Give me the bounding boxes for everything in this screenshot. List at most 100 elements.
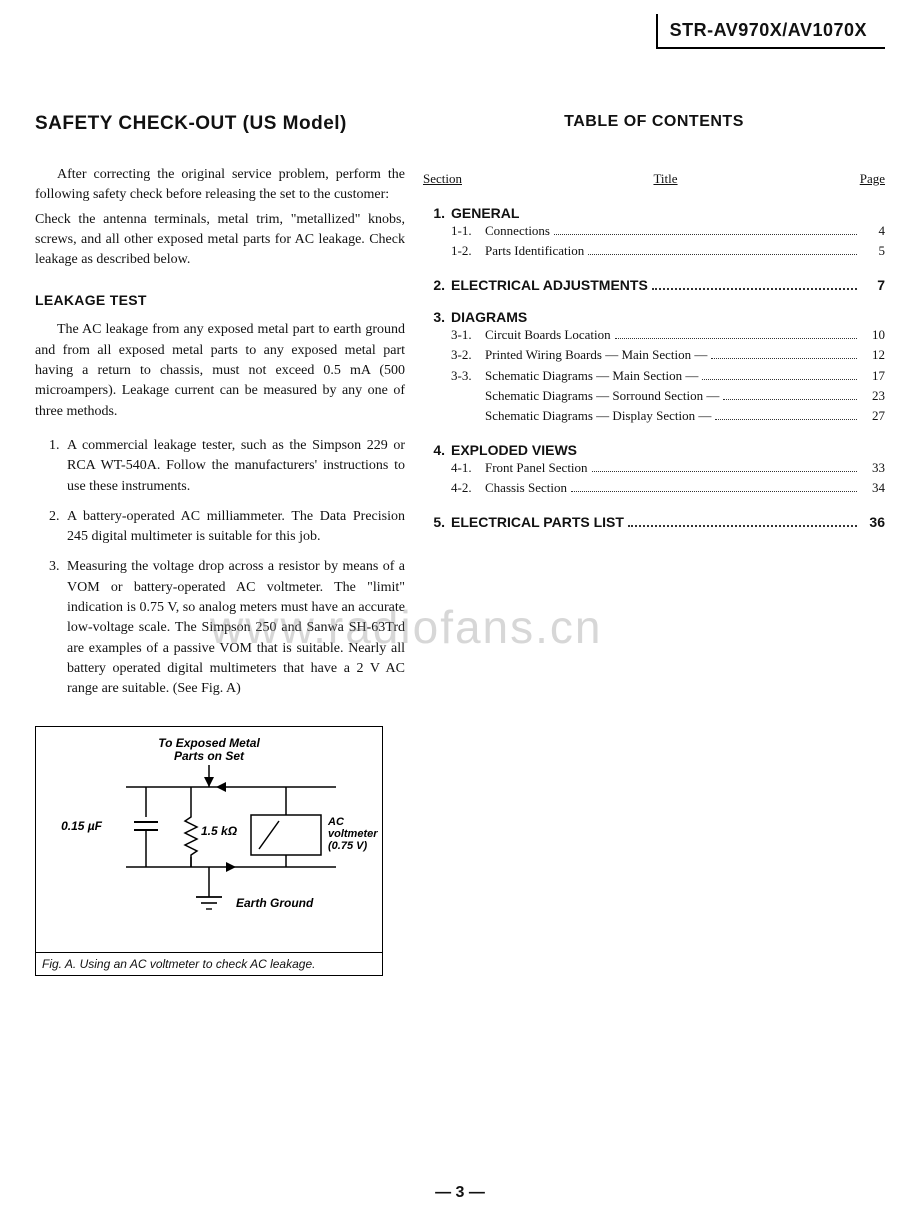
toc-section-number: 4. <box>423 442 445 458</box>
toc-section-number: 1. <box>423 205 445 221</box>
toc-sub-number: 1-2. <box>451 241 485 261</box>
toc-sub-page: 23 <box>861 386 885 406</box>
toc-title: TABLE OF CONTENTS <box>423 113 885 131</box>
method-item: A battery-operated AC milliammeter. The … <box>63 507 405 548</box>
safety-title: SAFETY CHECK-OUT (US Model) <box>35 113 405 135</box>
toc-sub-row: 3-1.Circuit Boards Location 10 <box>451 325 885 345</box>
toc-section: 5. ELECTRICAL PARTS LIST 36 <box>423 514 885 530</box>
toc-sub-label: Front Panel Section <box>485 458 588 478</box>
toc-section-page: 36 <box>861 514 885 530</box>
toc-section-number: 2. <box>423 277 445 293</box>
toc-header: Section Title Page <box>423 171 885 187</box>
toc-header-section: Section <box>423 171 491 187</box>
toc-sub-row: 1-2.Parts Identification 5 <box>451 241 885 261</box>
res-label: 1.5 kΩ <box>201 824 238 838</box>
toc-sub-label: Schematic Diagrams — Display Section — <box>485 406 711 426</box>
toc-section-label: ELECTRICAL PARTS LIST <box>451 514 624 530</box>
toc-leader-dots <box>702 379 857 380</box>
toc-leader-dots <box>588 254 857 255</box>
toc-sub-page: 12 <box>861 345 885 365</box>
toc-sub-number: 3-1. <box>451 325 485 345</box>
toc-sub-number: 3-3. <box>451 366 485 386</box>
toc-sub-page: 5 <box>861 241 885 261</box>
method-item: A commercial leakage tester, such as the… <box>63 436 405 497</box>
fig-top-label-1: To Exposed Metal <box>158 736 260 750</box>
toc-sub-number: 4-2. <box>451 478 485 498</box>
toc-sub-number: 1-1. <box>451 221 485 241</box>
toc-sub-page: 27 <box>861 406 885 426</box>
toc-sub-row: Schematic Diagrams — Display Section — 27 <box>451 406 885 426</box>
toc-section-label: ELECTRICAL ADJUSTMENTS <box>451 277 648 293</box>
toc-sub-page: 17 <box>861 366 885 386</box>
toc-main-row: 1. GENERAL <box>423 205 885 221</box>
toc-section: 1.GENERAL1-1.Connections41-2.Parts Ident… <box>423 205 885 261</box>
toc-section-page: 7 <box>861 277 885 293</box>
toc-sub-page: 10 <box>861 325 885 345</box>
toc-main-row: 5. ELECTRICAL PARTS LIST 36 <box>423 514 885 530</box>
intro-para-2: Check the antenna terminals, metal trim,… <box>35 210 405 271</box>
cap-label: 0.15 µF <box>61 819 103 833</box>
toc-sub-page: 34 <box>861 478 885 498</box>
toc-leader-dots <box>628 525 857 527</box>
toc-leader-dots <box>615 338 857 339</box>
toc-sub-page: 33 <box>861 458 885 478</box>
toc-sub-label: Schematic Diagrams — Sorround Section — <box>485 386 719 406</box>
toc-sub-row: 3-3.Schematic Diagrams — Main Section — 1… <box>451 366 885 386</box>
figure-caption: Fig. A. Using an AC voltmeter to check A… <box>36 952 382 975</box>
page: STR-AV970X/AV1070X SAFETY CHECK-OUT (US … <box>0 0 920 1220</box>
leakage-para: The AC leakage from any exposed metal pa… <box>35 320 405 421</box>
toc-sub-label: Circuit Boards Location <box>485 325 611 345</box>
circuit-diagram: To Exposed Metal Parts on Set <box>36 727 382 947</box>
toc-sub-number: 4-1. <box>451 458 485 478</box>
intro-text-1: After correcting the original service pr… <box>35 167 405 202</box>
toc-section: 3.DIAGRAMS3-1.Circuit Boards Location103… <box>423 309 885 426</box>
toc-leader-dots <box>723 399 857 400</box>
toc-sub-row: 1-1.Connections 4 <box>451 221 885 241</box>
toc-sub-label: Chassis Section <box>485 478 567 498</box>
toc-main-row: 4. EXPLODED VIEWS <box>423 442 885 458</box>
toc-leader-dots <box>554 234 857 235</box>
toc-sub-row: 4-1.Front Panel Section 33 <box>451 458 885 478</box>
toc-body: 1.GENERAL1-1.Connections41-2.Parts Ident… <box>423 205 885 530</box>
toc-sub-label: Connections <box>485 221 550 241</box>
toc-section-label: EXPLODED VIEWS <box>451 442 577 458</box>
toc-sub-label: Schematic Diagrams — Main Section — <box>485 366 698 386</box>
fig-top-label-2: Parts on Set <box>174 749 245 763</box>
toc-leader-dots <box>715 419 857 420</box>
right-column: TABLE OF CONTENTS Section Title Page 1. G… <box>423 113 885 976</box>
ground-label: Earth Ground <box>236 896 314 910</box>
toc-leader-dots <box>592 471 857 472</box>
toc-section-number: 5. <box>423 514 445 530</box>
toc-section: 2. ELECTRICAL ADJUSTMENTS 7 <box>423 277 885 293</box>
toc-sub-row: 4-2.Chassis Section 34 <box>451 478 885 498</box>
leakage-text: The AC leakage from any exposed metal pa… <box>35 322 405 418</box>
model-header: STR-AV970X/AV1070X <box>656 14 885 49</box>
toc-sub-number: 3-2. <box>451 345 485 365</box>
meter-label-2: voltmeter <box>328 828 378 840</box>
figure-a: To Exposed Metal Parts on Set <box>35 726 383 976</box>
toc-section-label: DIAGRAMS <box>451 309 527 325</box>
method-item: Measuring the voltage drop across a resi… <box>63 557 405 699</box>
toc-leader-dots <box>571 491 857 492</box>
toc-section-number: 3. <box>423 309 445 325</box>
toc-section-label: GENERAL <box>451 205 519 221</box>
toc-section: 4. EXPLODED VIEWS4-1.Front Panel Section 3… <box>423 442 885 498</box>
left-column: SAFETY CHECK-OUT (US Model) After correc… <box>35 113 405 976</box>
toc-sub-page: 4 <box>861 221 885 241</box>
two-column-layout: SAFETY CHECK-OUT (US Model) After correc… <box>35 113 885 976</box>
page-number: — 3 — <box>0 1184 920 1202</box>
toc-leader-dots <box>711 358 857 359</box>
methods-list: A commercial leakage tester, such as the… <box>35 436 405 700</box>
toc-main-row: 3. DIAGRAMS <box>423 309 885 325</box>
toc-header-page: Page <box>840 171 885 187</box>
toc-sub-label: Parts Identification <box>485 241 584 261</box>
toc-leader-dots <box>652 288 857 290</box>
toc-sub-label: Printed Wiring Boards — Main Section — <box>485 345 707 365</box>
intro-para-1: After correcting the original service pr… <box>35 165 405 206</box>
leakage-heading: LEAKAGE TEST <box>35 292 405 308</box>
meter-label-3: (0.75 V) <box>328 840 367 852</box>
toc-sub-row: 3-2.Printed Wiring Boards — Main Section… <box>451 345 885 365</box>
toc-main-row: 2. ELECTRICAL ADJUSTMENTS 7 <box>423 277 885 293</box>
toc-header-title: Title <box>491 171 840 187</box>
toc-sub-row: Schematic Diagrams — Sorround Section — 2… <box>451 386 885 406</box>
